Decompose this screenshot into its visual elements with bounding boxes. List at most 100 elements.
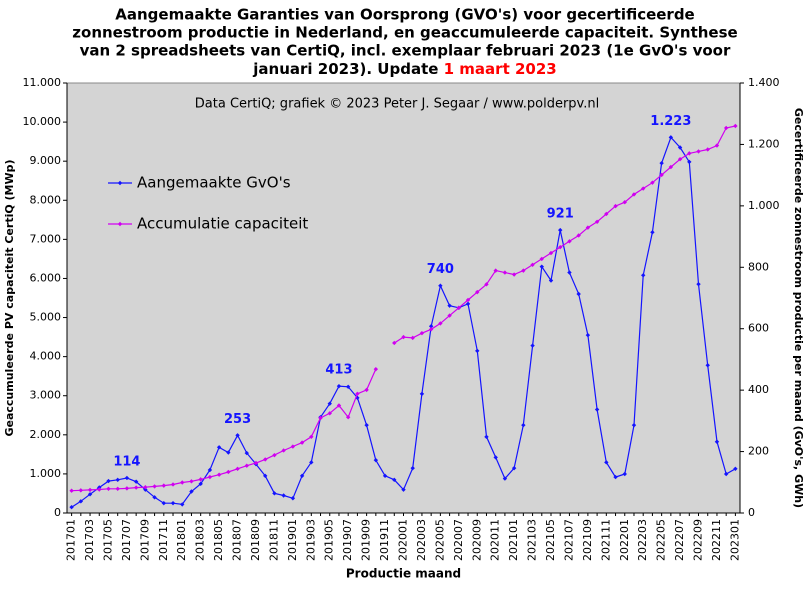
data-point — [299, 473, 305, 479]
data-point — [558, 227, 563, 233]
x-tick-label: 201811 — [267, 519, 280, 561]
data-point — [567, 239, 572, 244]
y-tick-label: 10.000 — [23, 115, 62, 128]
x-tick-label: 202005 — [433, 519, 446, 561]
x-tick-label: 202207 — [673, 519, 686, 561]
data-point — [419, 391, 425, 397]
data-point — [677, 145, 683, 150]
x-tick-label: 202111 — [599, 519, 612, 561]
data-point — [226, 450, 231, 455]
data-label: 114 — [113, 454, 140, 469]
data-point — [723, 125, 729, 131]
x-tick-label: 201705 — [101, 519, 114, 561]
data-point — [622, 471, 627, 477]
y2-tick-label: 1.200 — [748, 137, 780, 150]
x-tick-label: 202001 — [397, 519, 410, 561]
data-point — [115, 486, 120, 491]
y2-tick-label: 1.000 — [748, 199, 780, 212]
data-point — [548, 250, 554, 256]
x-tick-label: 201901 — [286, 519, 299, 561]
data-point — [263, 473, 268, 479]
y2-axis-title: Gecertificeerde zonnestroom productie pe… — [792, 108, 805, 508]
data-point — [327, 401, 332, 406]
data-point — [567, 270, 572, 275]
x-tick-label: 202107 — [562, 519, 575, 561]
data-point — [640, 273, 646, 278]
data-point — [484, 282, 489, 287]
x-tick-label: 201805 — [212, 519, 225, 561]
data-point — [78, 499, 84, 504]
data-point — [170, 500, 176, 506]
data-point — [78, 488, 84, 493]
data-point — [714, 143, 720, 148]
data-point — [622, 200, 627, 205]
data-label: 921 — [547, 207, 574, 222]
x-tick-label: 201707 — [120, 519, 133, 561]
x-tick-label: 202003 — [415, 519, 428, 561]
data-point — [714, 439, 720, 444]
data-point — [419, 330, 425, 336]
x-tick-label: 201701 — [65, 519, 78, 561]
data-point — [290, 496, 296, 501]
data-point — [272, 491, 277, 496]
data-point — [530, 262, 535, 267]
data-point — [299, 440, 305, 445]
data-point — [189, 489, 194, 494]
data-point — [152, 484, 157, 489]
y2-tick-label: 400 — [748, 383, 769, 396]
chart-title: Aangemaakte Garanties van Oorsprong (GVO… — [115, 6, 695, 24]
data-point — [161, 483, 167, 488]
y-tick-label: 9.000 — [30, 154, 62, 167]
data-label: 1.223 — [650, 114, 691, 129]
data-point — [705, 363, 710, 368]
data-point — [548, 278, 554, 283]
y2-tick-label: 0 — [748, 506, 755, 519]
data-point — [465, 297, 471, 303]
data-point — [69, 488, 74, 493]
data-point — [594, 219, 600, 224]
data-point — [87, 492, 93, 497]
data-point — [327, 411, 332, 416]
data-point — [687, 151, 692, 156]
data-point — [336, 403, 342, 408]
data-point — [290, 444, 296, 449]
data-point — [733, 466, 738, 471]
data-point — [180, 502, 185, 507]
data-point — [226, 469, 231, 475]
y-axis-title: Geaccumuleerde PV capaciteit CertiQ (MWp… — [3, 159, 16, 436]
data-label: 740 — [427, 262, 454, 277]
data-point — [189, 479, 194, 484]
data-point — [87, 487, 93, 493]
data-point — [253, 460, 259, 466]
data-point — [539, 256, 544, 262]
annotation: Data CertiQ; grafiek © 2023 Peter J. Seg… — [195, 97, 599, 112]
x-tick-label: 202103 — [526, 519, 539, 561]
data-point — [705, 147, 710, 152]
data-point — [133, 485, 139, 490]
y-tick-label: 8.000 — [30, 193, 62, 206]
data-point — [124, 486, 130, 491]
data-point — [244, 463, 249, 468]
data-point — [143, 487, 148, 492]
data-point — [585, 225, 591, 230]
data-point — [207, 474, 213, 480]
data-point — [438, 283, 443, 288]
data-point — [447, 313, 452, 318]
data-point — [263, 457, 268, 462]
data-point — [558, 244, 563, 250]
data-point — [604, 460, 609, 465]
y2-tick-label: 600 — [748, 322, 769, 335]
data-point — [198, 477, 203, 482]
data-point — [502, 476, 508, 481]
data-point — [216, 445, 222, 450]
x-tick-label: 202101 — [507, 519, 520, 561]
x-axis-title: Productie maand — [346, 567, 461, 581]
data-point — [235, 466, 240, 472]
legend-marker — [117, 221, 123, 227]
data-point — [687, 159, 692, 165]
data-point — [345, 415, 351, 420]
data-point — [521, 268, 526, 273]
x-tick-label: 201803 — [194, 519, 207, 561]
x-tick-label: 202211 — [710, 519, 723, 561]
